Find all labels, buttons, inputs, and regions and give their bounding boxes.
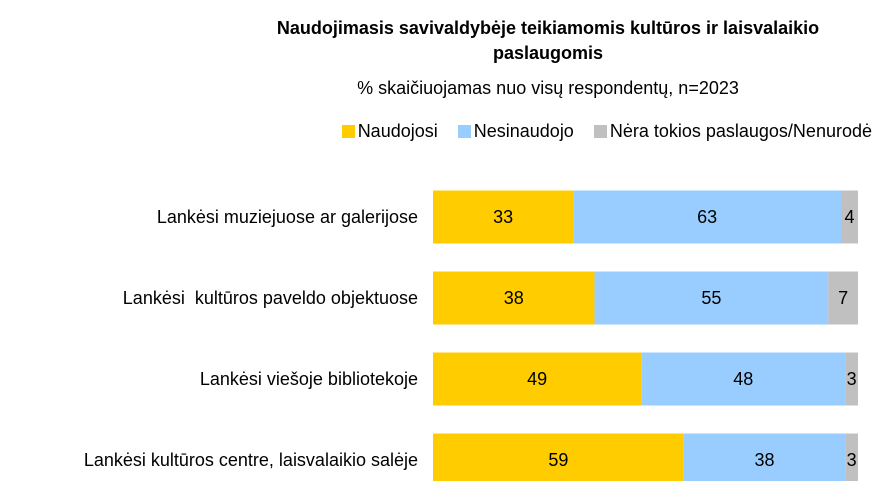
category-label: Lankėsi kultūros centre, laisvalaikio sa… [83, 450, 418, 470]
bar-segment [683, 433, 846, 481]
bar-segment [845, 352, 858, 406]
bar-segment [573, 190, 841, 244]
legend-label: Naudojosi [357, 121, 438, 141]
category-label: Lankėsi muziejuose ar galerijose [156, 207, 418, 227]
value-label: 63 [697, 207, 717, 227]
value-label: 3 [847, 450, 857, 470]
legend-item: Nėra tokios paslaugos/Nenurodė [593, 121, 872, 142]
bar-segment [841, 190, 858, 244]
value-label: 48 [733, 369, 753, 389]
legend-item: Nesinaudojo [457, 121, 574, 142]
bar-segment [433, 190, 574, 244]
legend-swatch [593, 125, 607, 138]
value-label: 49 [527, 369, 547, 389]
chart-title: Naudojimasis savivaldybėje teikiamomis k… [276, 18, 820, 63]
legend-swatch [341, 125, 355, 138]
legend-item: Naudojosi [341, 121, 438, 142]
legend-label: Nesinaudojo [473, 121, 574, 141]
bar-segment [828, 271, 858, 325]
bar-segment [433, 271, 595, 325]
category-label: Lankėsi kultūros paveldo objektuose [122, 288, 418, 308]
value-label: 3 [847, 369, 857, 389]
legend-swatch [457, 125, 471, 138]
value-label: 7 [838, 288, 848, 308]
value-label: 55 [701, 288, 721, 308]
bar-segment [845, 433, 858, 481]
bar-segment [594, 271, 829, 325]
bar-segment [641, 352, 846, 406]
value-label: 38 [754, 450, 774, 470]
legend-label: Nėra tokios paslaugos/Nenurodė [609, 121, 872, 141]
legend: Naudojosi Nesinaudojo Nėra tokios paslaugo… [341, 121, 872, 142]
bar-segment [433, 433, 684, 481]
bar-segment [433, 352, 642, 406]
value-label: 4 [844, 207, 854, 227]
value-label: 38 [504, 288, 524, 308]
value-label: 33 [493, 207, 513, 227]
chart-subtitle: % skaičiuojamas nuo visų respondentų, n=… [357, 78, 739, 98]
value-label: 59 [548, 450, 568, 470]
category-label: Lankėsi viešoje bibliotekoje [199, 369, 418, 389]
